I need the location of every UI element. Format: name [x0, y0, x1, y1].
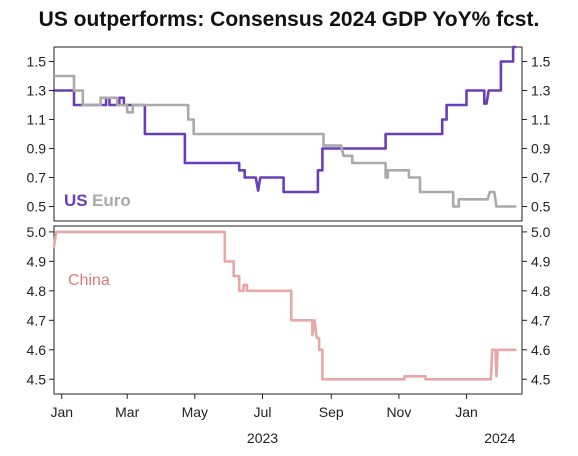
- bottom-panel-legend: China: [68, 272, 110, 289]
- y-tick-label-right: 5.0: [531, 224, 551, 240]
- x-tick-label: Jan: [455, 404, 478, 420]
- y-tick-label-left: 4.7: [27, 312, 47, 328]
- y-tick-label-left: 1.5: [27, 54, 47, 70]
- y-tick-label-right: 4.6: [531, 342, 551, 358]
- series-line-euro: [52, 74, 517, 208]
- top-panel-legend: US Euro: [64, 191, 131, 210]
- y-tick-label-left: 4.6: [27, 342, 47, 358]
- y-tick-label-left: 5.0: [27, 224, 47, 240]
- top-panel-left-ticks: 1.5 1.3 1.1 0.9 0.7 0.5: [27, 54, 54, 215]
- y-tick-label-left: 0.9: [27, 141, 47, 157]
- x-axis: Jan Mar May Jul Sep Nov Jan 2023 2024: [50, 394, 516, 446]
- series-line-china: [52, 230, 517, 381]
- x-tick-label: Sep: [319, 404, 344, 420]
- top-panel-right-ticks: 1.5 1.3 1.1 0.9 0.7 0.5: [522, 54, 551, 215]
- y-tick-label-left: 0.5: [27, 199, 47, 215]
- top-panel-series: [52, 45, 517, 208]
- bottom-panel: 5.0 4.9 4.8 4.7 4.6 4.5 5.0 4.9 4.8 4.7 4.6 4.5 Ch…: [27, 224, 551, 395]
- y-tick-label-right: 1.5: [531, 54, 551, 70]
- x-year-label: 2024: [484, 430, 515, 446]
- y-tick-label-right: 0.7: [531, 170, 551, 186]
- series-line-us: [52, 45, 517, 194]
- y-tick-label-left: 4.9: [27, 253, 47, 269]
- y-tick-label-right: 4.5: [531, 371, 551, 387]
- x-tick-label: Nov: [386, 404, 411, 420]
- x-tick-label: Mar: [115, 404, 139, 420]
- legend-label-us: US: [64, 191, 88, 210]
- y-tick-label-right: 0.9: [531, 141, 551, 157]
- y-tick-label-left: 0.7: [27, 170, 47, 186]
- x-tick-label: Jul: [254, 404, 272, 420]
- top-panel-frame: [53, 46, 523, 222]
- bottom-panel-series: [52, 230, 517, 381]
- y-tick-label-left: 1.3: [27, 83, 47, 99]
- x-tick-label: Jan: [50, 404, 73, 420]
- top-panel: 1.5 1.3 1.1 0.9 0.7 0.5 1.5 1.3 1.1 0.9 0.7 0.5 US…: [27, 45, 551, 222]
- y-tick-label-right: 4.8: [531, 283, 551, 299]
- bottom-panel-right-ticks: 5.0 4.9 4.8 4.7 4.6 4.5: [522, 224, 551, 387]
- x-tick-label: May: [182, 404, 208, 420]
- bottom-panel-left-ticks: 5.0 4.9 4.8 4.7 4.6 4.5: [27, 224, 54, 387]
- legend-label-china: China: [68, 272, 110, 289]
- bottom-panel-frame: [53, 225, 523, 395]
- y-tick-label-right: 1.3: [531, 83, 551, 99]
- legend-label-euro: Euro: [92, 191, 131, 210]
- y-tick-label-right: 1.1: [531, 112, 551, 128]
- y-tick-label-right: 4.9: [531, 253, 551, 269]
- y-tick-label-right: 4.7: [531, 312, 551, 328]
- y-tick-label-left: 4.5: [27, 371, 47, 387]
- y-tick-label-right: 0.5: [531, 199, 551, 215]
- y-tick-label-left: 1.1: [27, 112, 47, 128]
- x-year-label: 2023: [247, 430, 278, 446]
- chart-title: US outperforms: Consensus 2024 GDP YoY% …: [38, 8, 540, 31]
- y-tick-label-left: 4.8: [27, 283, 47, 299]
